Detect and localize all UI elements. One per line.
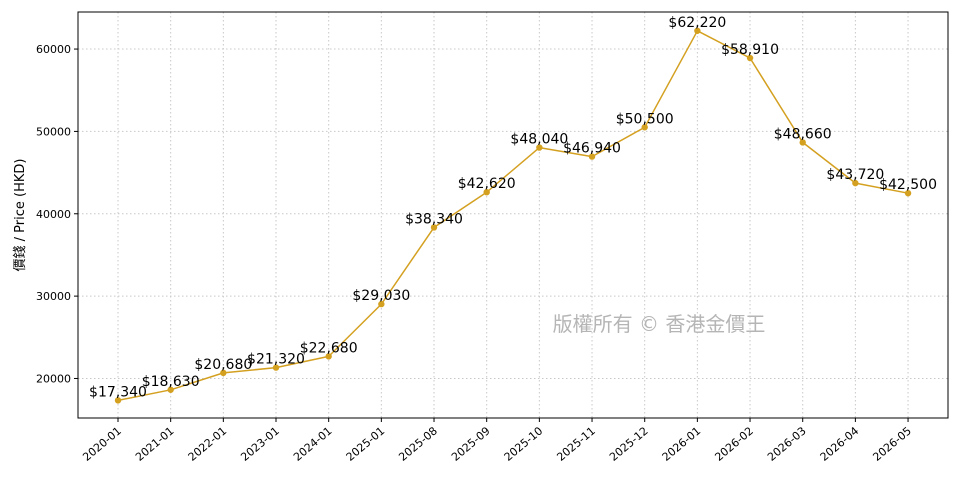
grid-layer (78, 12, 948, 418)
data-point (588, 153, 596, 160)
data-label: $62,220 (668, 15, 726, 31)
data-point (167, 386, 174, 393)
data-label: $17,340 (89, 384, 147, 400)
data-label-layer: $17,340$18,630$20,680$21,320$22,680 $29,0… (89, 15, 937, 401)
data-point (325, 353, 332, 360)
x-tick-label: 2025-08 (396, 424, 440, 464)
x-tick-label: 2021-01 (133, 424, 177, 464)
y-tick-label: 60000 (36, 43, 71, 56)
data-point (114, 397, 122, 404)
data-label: $58,910 (721, 42, 779, 58)
data-label: $43,720 (826, 167, 884, 183)
x-tick-label: 2022-01 (186, 424, 230, 464)
x-tick-label: 2024-01 (291, 424, 335, 464)
y-tick-label: 30000 (36, 290, 71, 303)
watermark: 版權所有 © 香港金價王 (553, 312, 766, 336)
data-point (904, 189, 912, 197)
point-layer (114, 27, 912, 404)
x-tick-label: 2023-01 (238, 424, 282, 464)
y-axis: 20000 30000 40000 50000 60000 (36, 43, 78, 385)
y-tick-label: 50000 (36, 125, 71, 138)
data-point (378, 300, 385, 308)
data-point (852, 179, 859, 187)
x-tick-label: 2025-12 (607, 424, 651, 464)
data-point (746, 54, 754, 62)
data-label: $29,030 (352, 288, 410, 304)
data-point (483, 188, 490, 196)
series-layer (117, 30, 909, 402)
y-axis-title: 價錢 / Price (HKD) (12, 159, 28, 272)
series-line (117, 30, 909, 402)
x-tick-label: 2025-09 (449, 424, 493, 464)
plot-frame (77, 11, 949, 419)
data-label: $42,500 (879, 177, 937, 193)
data-label: $50,500 (616, 111, 674, 127)
x-tick-label: 2026-05 (870, 424, 914, 464)
data-label: $38,340 (405, 211, 463, 227)
data-label: $48,040 (510, 132, 568, 148)
x-tick-label: 2025-10 (502, 424, 546, 464)
x-tick-label: 2025-01 (344, 424, 388, 464)
y-tick-label: 20000 (36, 372, 71, 385)
data-label: $48,660 (774, 126, 832, 142)
data-label: $42,620 (458, 176, 516, 192)
data-point (272, 364, 280, 371)
x-tick-label: 2020-01 (80, 424, 124, 464)
data-point (641, 124, 648, 131)
x-tick-label: 2026-01 (660, 424, 704, 464)
x-axis: 2020-01 2021-01 2022-01 2023-01 2024-01 2025-… (80, 418, 914, 464)
data-label: $22,680 (300, 340, 358, 356)
data-point (799, 139, 806, 146)
x-tick-label: 2025-11 (554, 424, 598, 464)
x-tick-label: 2026-03 (765, 424, 809, 464)
data-point (536, 144, 543, 151)
data-point (430, 224, 438, 231)
y-tick-label: 40000 (36, 208, 71, 221)
x-tick-label: 2026-04 (818, 424, 862, 464)
data-label: $21,320 (247, 352, 305, 368)
x-tick-label: 2026-02 (712, 424, 756, 464)
data-point (220, 369, 227, 377)
data-label: $18,630 (142, 374, 200, 390)
data-label: $20,680 (194, 357, 252, 373)
data-point (694, 27, 701, 34)
data-label: $46,940 (563, 141, 621, 157)
